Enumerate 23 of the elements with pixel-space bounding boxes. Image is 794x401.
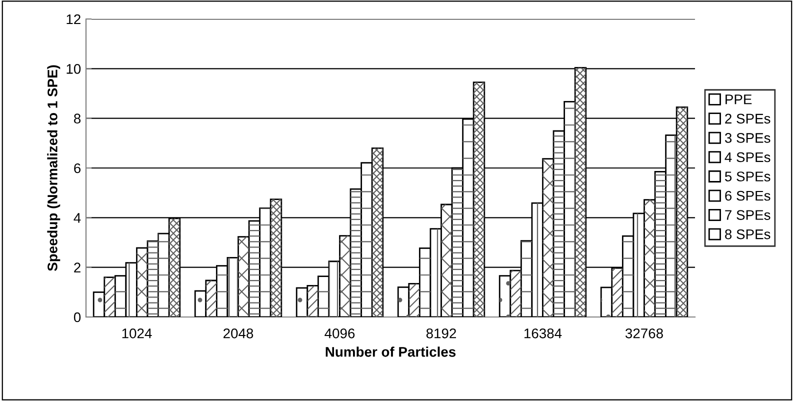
x-tick-label: 32768	[625, 328, 663, 338]
legend-label: 3 SPEs	[724, 133, 770, 143]
y-tick-label: 2	[74, 262, 80, 272]
legend-label: 4 SPEs	[724, 152, 770, 162]
y-tick-label: 10	[66, 64, 81, 74]
y-tick-label: 12	[66, 14, 80, 24]
legend-label: 7 SPEs	[725, 210, 770, 220]
x-tick-label: 16384	[524, 328, 562, 338]
y-tick-label: 4	[74, 213, 81, 223]
x-tick-label: 8192	[426, 328, 456, 338]
x-tick-label: 4096	[324, 328, 355, 338]
x-tick-label: 2048	[224, 328, 254, 338]
legend-label: 2 SPEs	[725, 114, 770, 124]
y-tick-label: 0	[74, 312, 81, 322]
legend-label: PPE	[726, 94, 752, 104]
x-axis-title: Number of Particles	[326, 346, 456, 357]
x-tick-label: 1024	[122, 328, 152, 338]
y-tick-label: 6	[74, 163, 81, 174]
y-tick-label: 8	[74, 114, 81, 124]
legend-label: 6 SPEs	[725, 190, 770, 201]
y-axis-title: Speedup (Normalized to 1 SPE)	[47, 65, 60, 272]
legend-label: 8 SPEs	[725, 229, 770, 240]
legend-label: 5 SPEs	[724, 172, 770, 182]
